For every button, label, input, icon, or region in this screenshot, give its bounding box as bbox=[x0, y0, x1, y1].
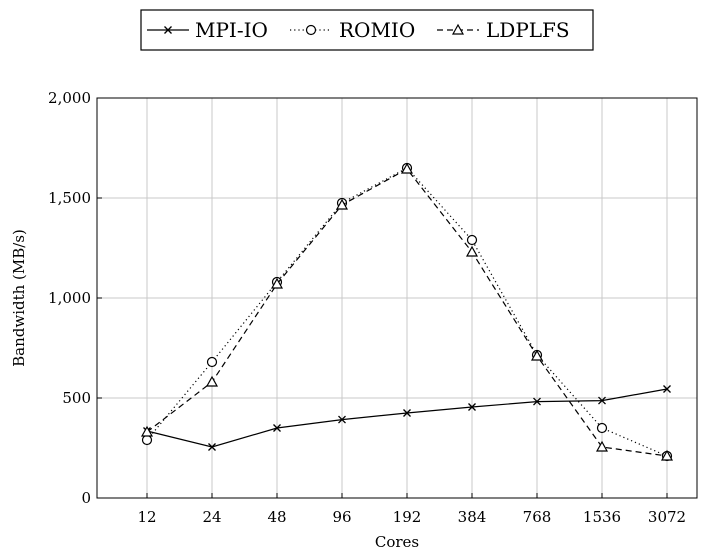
x-tick-label: 1536 bbox=[583, 508, 621, 526]
data-point bbox=[335, 198, 349, 210]
x-axis-title: Cores bbox=[375, 533, 419, 551]
data-point bbox=[141, 434, 153, 446]
series-ldplfs bbox=[140, 162, 674, 461]
data-point bbox=[663, 385, 671, 393]
data-point bbox=[206, 356, 218, 368]
series-line bbox=[146, 168, 668, 457]
x-tick-label: 384 bbox=[458, 508, 487, 526]
marker-stroke bbox=[598, 396, 606, 405]
y-axis: 0 500 1,000 1,500 2,000 bbox=[48, 89, 102, 507]
legend-item-romio: ROMIO bbox=[290, 18, 415, 42]
legend-item-mpi-io: MPI-IO bbox=[147, 18, 268, 42]
x-tick-label: 12 bbox=[137, 508, 156, 526]
data-point bbox=[205, 375, 219, 387]
legend-marker bbox=[164, 26, 172, 34]
data-point bbox=[270, 277, 284, 289]
x-axis: 12 24 48 96 192 384 768 1536 3072 bbox=[137, 493, 686, 526]
y-tick-label: 2,000 bbox=[48, 89, 91, 107]
x-tick-label: 24 bbox=[202, 508, 221, 526]
legend-label: LDPLFS bbox=[486, 18, 570, 42]
data-point bbox=[660, 449, 674, 461]
marker-stroke bbox=[403, 409, 411, 417]
x-tick-label: 48 bbox=[267, 508, 286, 526]
data-point bbox=[338, 415, 346, 424]
legend-label: MPI-IO bbox=[195, 18, 268, 42]
marker-stroke bbox=[468, 403, 476, 411]
legend-marker bbox=[451, 23, 465, 35]
data-point bbox=[208, 443, 216, 451]
legend-box bbox=[140, 9, 594, 51]
data-point bbox=[468, 403, 476, 411]
legend-item-ldplfs: LDPLFS bbox=[437, 18, 570, 42]
y-axis-title: Bandwidth (MB/s) bbox=[10, 229, 28, 367]
marker-stroke bbox=[338, 415, 346, 424]
x-tick-label: 96 bbox=[332, 508, 351, 526]
legend: MPI-IO ROMIO LDPLFS bbox=[140, 9, 594, 51]
data-point bbox=[400, 162, 414, 174]
data-point bbox=[465, 245, 479, 257]
data-point bbox=[530, 349, 544, 361]
y-tick-label: 1,500 bbox=[48, 189, 91, 207]
marker-stroke bbox=[208, 443, 216, 451]
x-tick-label: 3072 bbox=[648, 508, 686, 526]
data-point bbox=[596, 422, 608, 434]
x-tick-label: 192 bbox=[393, 508, 422, 526]
y-tick-label: 0 bbox=[81, 489, 91, 507]
data-point bbox=[273, 424, 281, 432]
data-point bbox=[140, 425, 154, 437]
data-point bbox=[598, 396, 606, 405]
marker-stroke bbox=[164, 26, 172, 34]
y-tick-label: 1,000 bbox=[48, 289, 91, 307]
y-tick-label: 500 bbox=[62, 389, 91, 407]
data-point bbox=[595, 440, 609, 452]
data-point bbox=[403, 409, 411, 417]
data-point bbox=[533, 397, 541, 406]
grid bbox=[97, 97, 697, 499]
marker-stroke bbox=[663, 385, 671, 393]
marker-stroke bbox=[533, 397, 541, 406]
series-layer bbox=[140, 162, 674, 462]
marker-stroke bbox=[273, 424, 281, 432]
x-tick-label: 768 bbox=[523, 508, 552, 526]
legend-label: ROMIO bbox=[339, 18, 415, 42]
data-point bbox=[466, 234, 478, 246]
legend-marker bbox=[305, 24, 317, 36]
